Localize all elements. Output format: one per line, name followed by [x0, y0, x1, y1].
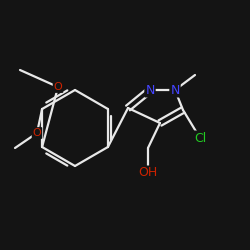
Text: N: N: [170, 84, 180, 96]
Text: O: O: [32, 128, 42, 138]
Text: N: N: [145, 84, 155, 96]
Text: Cl: Cl: [194, 132, 206, 144]
Text: OH: OH: [138, 166, 158, 179]
Text: O: O: [54, 82, 62, 92]
